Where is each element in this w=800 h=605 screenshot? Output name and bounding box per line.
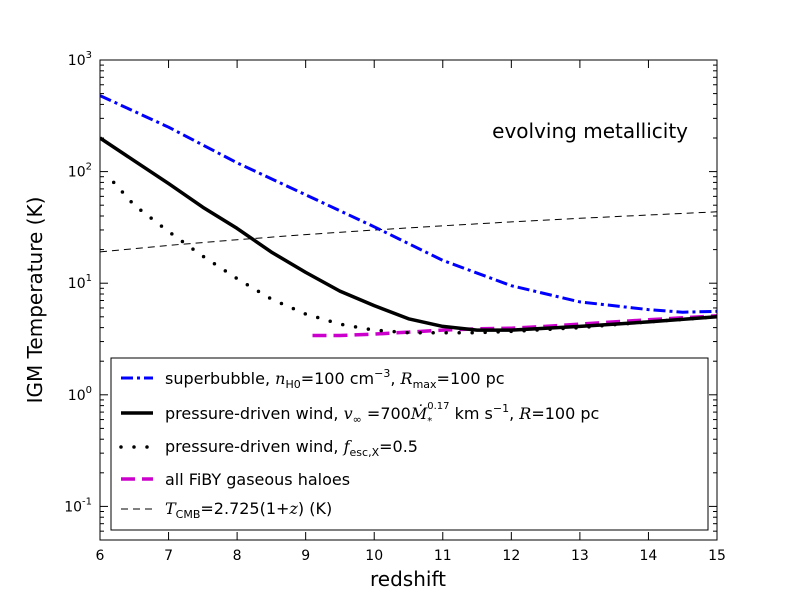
x-axis-label: redshift	[370, 567, 446, 591]
x-tick-label: 11	[434, 548, 452, 564]
series-line-3	[312, 314, 717, 338]
legend-text-1: pressure-driven wind, v∞ =700Ṁ*0.17 km s…	[165, 401, 599, 427]
ticks-layer: 6 7 8 9 10 11 12 13 14 15 10-1 100 101 102 103	[64, 50, 726, 564]
legend-handles	[119, 376, 155, 510]
annotation: evolving metallicity	[492, 119, 688, 143]
series-line-2	[111, 180, 717, 335]
y-tick-label: 101	[68, 273, 92, 292]
x-tick-label: 8	[233, 548, 242, 564]
y-axis-label: IGM Temperature (K)	[23, 197, 47, 404]
x-tick-label: 14	[640, 548, 658, 564]
legend-text-3: all FiBY gaseous haloes	[165, 470, 350, 489]
series-line-0	[100, 94, 717, 314]
series-line-4	[100, 211, 717, 253]
legend-text-4: TCMB=2.725(1+z) (K)	[165, 499, 332, 521]
legend-text-0: superbubble, nH0=100 cm−3, Rmax=100 pc	[165, 367, 505, 391]
series-line-1	[100, 136, 717, 332]
legend: superbubble, nH0=100 cm−3, Rmax=100 pc p…	[110, 357, 709, 531]
x-tick-label: 7	[164, 548, 173, 564]
x-tick-label: 15	[708, 548, 726, 564]
legend-text-2: pressure-driven wind, fesc,X=0.5	[165, 437, 418, 459]
series-layer	[100, 94, 717, 338]
y-tick-label: 100	[68, 385, 92, 404]
y-tick-label: 10-1	[64, 496, 92, 515]
y-tick-label: 102	[68, 162, 92, 181]
x-tick-label: 12	[502, 548, 520, 564]
y-tick-label: 103	[68, 50, 92, 69]
x-tick-label: 9	[301, 548, 310, 564]
x-tick-label: 10	[365, 548, 383, 564]
x-tick-label: 13	[571, 548, 589, 564]
x-tick-label: 6	[96, 548, 105, 564]
legend-frame	[110, 357, 709, 531]
